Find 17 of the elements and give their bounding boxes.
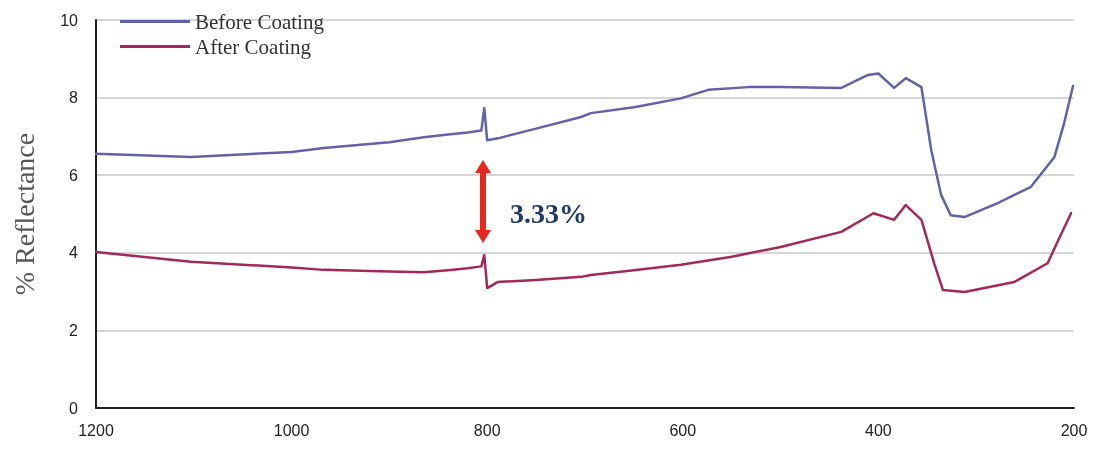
annotation: 3.33%: [510, 197, 587, 229]
y-tick-label: 0: [69, 399, 79, 417]
x-tick-label: 800: [473, 421, 501, 439]
legend-label: After Coating: [195, 34, 312, 59]
x-tick-label: 1200: [78, 421, 114, 439]
y-tick-label: 10: [60, 11, 79, 29]
x-tick-label: 400: [865, 421, 892, 439]
y-tick-label: 4: [69, 244, 79, 262]
x-tick-label: 200: [1060, 421, 1088, 439]
y-tick-label: 6: [69, 166, 79, 184]
y-tick-label: 2: [69, 321, 79, 339]
x-tick-label: 600: [669, 421, 697, 439]
x-tick-label: 1000: [273, 421, 310, 439]
line-series: [94, 203, 1073, 294]
legend-label: Before Coating: [195, 9, 325, 34]
y-tick-label: 8: [69, 89, 79, 107]
y-axis-title: % Reflectance: [8, 132, 40, 296]
